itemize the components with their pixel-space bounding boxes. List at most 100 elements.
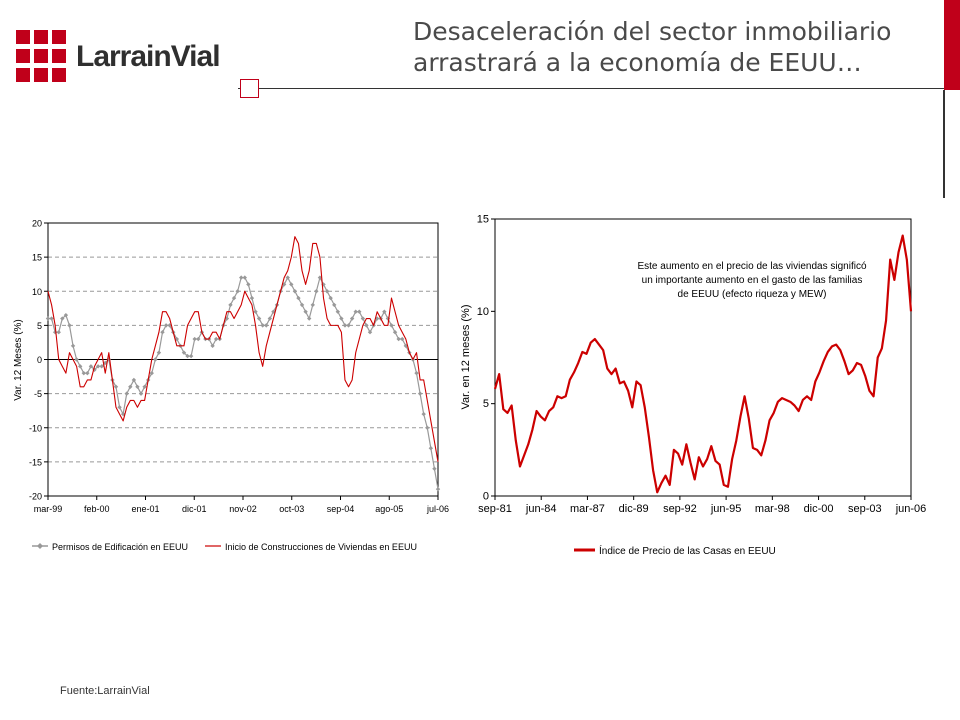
annotation-line-3: de EEUU (efecto riqueza y MEW) xyxy=(678,289,827,300)
y-tick-label: -15 xyxy=(29,457,42,467)
data-point xyxy=(239,275,244,280)
data-point xyxy=(156,350,162,355)
y-tick-label: -5 xyxy=(34,389,42,399)
data-point xyxy=(421,411,426,417)
data-point xyxy=(292,289,298,294)
y-tick-label: 10 xyxy=(32,287,42,297)
data-point xyxy=(113,384,119,389)
data-point xyxy=(45,316,51,321)
x-tick-label: ene-01 xyxy=(131,504,159,514)
y-tick-label: 0 xyxy=(37,355,42,365)
data-point xyxy=(367,330,373,335)
grid-lines xyxy=(48,256,438,463)
data-point xyxy=(242,275,247,280)
data-point xyxy=(289,282,294,287)
y-tick-label: 5 xyxy=(483,398,489,410)
data-point xyxy=(310,302,315,308)
data-point xyxy=(392,330,398,335)
data-point xyxy=(264,323,269,328)
x-tick-label: jul-06 xyxy=(426,504,449,514)
title-line-1: Desaceleración del sector inmobiliario xyxy=(413,17,892,46)
x-tick-label: oct-03 xyxy=(279,504,304,514)
data-point xyxy=(425,425,430,430)
data-point xyxy=(185,353,190,359)
x-tick-label: feb-00 xyxy=(84,504,110,514)
data-point xyxy=(364,323,369,328)
data-point xyxy=(135,384,140,389)
annotation-line-2: un importante aumento en el gasto de las… xyxy=(642,275,863,286)
x-tick-label: ago-05 xyxy=(375,504,403,514)
x-tick-label: jun-84 xyxy=(525,503,557,515)
accent-bar xyxy=(944,0,960,90)
data-point xyxy=(328,295,333,301)
data-point xyxy=(428,446,434,451)
data-point xyxy=(314,289,319,294)
legend-label-permits: Permisos de Edificación en EEUU xyxy=(52,542,188,552)
data-point xyxy=(360,316,366,321)
data-point xyxy=(124,391,129,396)
y-tick-label: -10 xyxy=(29,423,42,433)
data-point xyxy=(260,323,265,328)
data-point xyxy=(117,405,122,410)
source-note: Fuente:LarrainVial xyxy=(60,685,150,697)
data-point xyxy=(435,486,441,492)
legend: Índice de Precio de las Casas en EEUU xyxy=(574,544,776,557)
data-point xyxy=(213,336,219,342)
x-tick-label: sep-81 xyxy=(478,503,512,515)
data-point xyxy=(138,391,144,396)
y-tick-labels: 15 10 5 0 xyxy=(477,214,495,503)
y-tick-label: 20 xyxy=(32,219,42,229)
data-point xyxy=(99,364,104,369)
x-tick-label: mar-98 xyxy=(755,503,790,515)
data-point xyxy=(78,364,83,369)
data-point xyxy=(63,312,69,318)
series-lines xyxy=(45,236,441,492)
data-point xyxy=(231,295,237,301)
y-tick-label: 5 xyxy=(37,321,42,331)
legend-marker-permits xyxy=(37,543,43,549)
data-point xyxy=(128,384,133,389)
x-tick-label: dic-89 xyxy=(619,503,649,515)
data-point xyxy=(85,370,90,376)
data-point xyxy=(56,330,61,335)
data-point xyxy=(153,357,158,362)
data-point xyxy=(396,336,401,342)
data-point xyxy=(81,370,86,376)
data-point xyxy=(267,316,273,321)
y-axis-label: Var. 12 Meses (%) xyxy=(13,319,24,401)
data-point xyxy=(400,336,405,342)
y-tick-labels: 20 15 10 5 0 -5 -10 -15 -20 xyxy=(29,219,48,502)
data-point xyxy=(149,370,154,376)
data-point xyxy=(88,364,94,369)
data-point xyxy=(389,323,394,328)
x-tick-label: mar-87 xyxy=(570,503,605,515)
x-tick-label: dic-01 xyxy=(182,504,207,514)
y-tick-label: 10 xyxy=(477,306,489,318)
data-point xyxy=(335,309,341,314)
header-square-icon xyxy=(240,79,259,98)
data-point xyxy=(235,289,240,294)
data-point xyxy=(296,295,301,301)
y-axis-label: Var. en 12 meses (%) xyxy=(460,305,472,410)
data-point xyxy=(163,323,169,328)
page-title: Desaceleración del sector inmobiliario a… xyxy=(413,16,933,78)
y-tick-label: -20 xyxy=(29,492,42,502)
data-point xyxy=(249,295,255,301)
x-tick-label: mar-99 xyxy=(34,504,63,514)
data-point xyxy=(253,309,258,314)
data-point xyxy=(306,316,312,321)
x-tick-label: nov-02 xyxy=(229,504,257,514)
data-point xyxy=(303,309,308,314)
data-point xyxy=(414,370,419,376)
data-point xyxy=(382,309,387,314)
vertical-divider xyxy=(943,90,945,198)
data-point xyxy=(332,302,337,308)
data-point xyxy=(188,353,194,359)
x-tick-label: dic-00 xyxy=(804,503,834,515)
plot-frame xyxy=(494,218,912,497)
x-tick-label: sep-04 xyxy=(327,504,355,514)
data-point xyxy=(349,316,355,321)
header-rule xyxy=(238,88,944,89)
data-point xyxy=(317,275,323,280)
data-point xyxy=(210,343,215,349)
